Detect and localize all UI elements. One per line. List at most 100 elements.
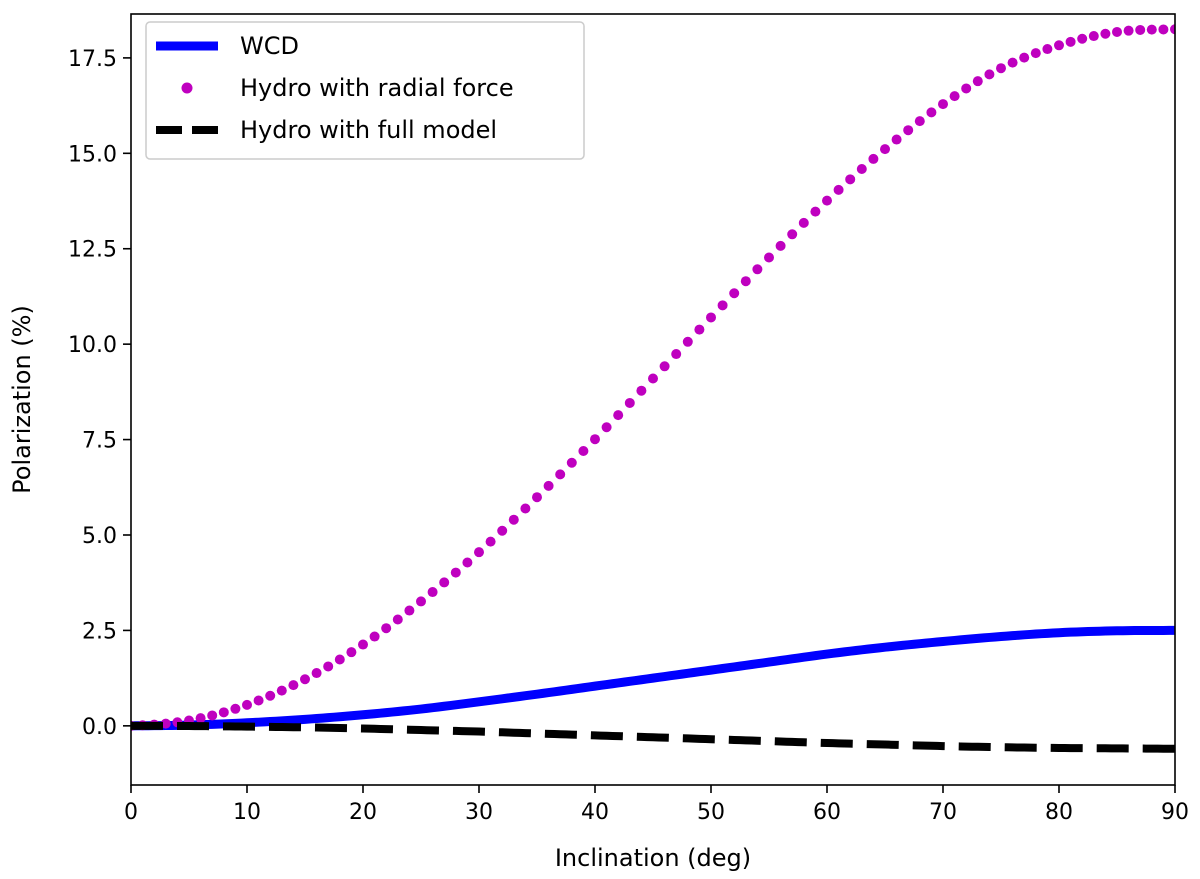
data-point bbox=[903, 125, 914, 136]
data-point bbox=[659, 361, 670, 372]
data-point bbox=[242, 699, 252, 710]
data-point bbox=[694, 324, 705, 335]
legend: WCD Hydro with radial force Hydro with ful… bbox=[145, 21, 585, 160]
data-point bbox=[543, 480, 554, 491]
data-point bbox=[636, 385, 647, 396]
legend-marker-hydro-with-radial-force bbox=[181, 82, 193, 94]
data-point bbox=[300, 674, 310, 685]
x-tick-label: 80 bbox=[1045, 800, 1073, 825]
data-point bbox=[613, 410, 624, 421]
x-tick-label: 40 bbox=[581, 800, 609, 825]
x-axis-label: Inclination (deg) bbox=[555, 844, 751, 872]
data-point bbox=[1065, 36, 1076, 47]
series-line bbox=[131, 721, 1175, 753]
data-point bbox=[381, 623, 392, 634]
data-point bbox=[1054, 40, 1064, 51]
data-point bbox=[474, 547, 484, 558]
data-point bbox=[868, 153, 879, 164]
data-point bbox=[230, 703, 241, 714]
data-point bbox=[740, 276, 751, 287]
data-point bbox=[532, 492, 542, 503]
data-point bbox=[648, 373, 658, 384]
data-point bbox=[485, 536, 496, 547]
data-point bbox=[555, 469, 566, 480]
data-point bbox=[288, 680, 299, 691]
data-point bbox=[207, 710, 218, 721]
legend-label-hydro-with-full-model: Hydro with full model bbox=[240, 116, 497, 144]
data-point bbox=[1030, 48, 1041, 59]
data-point bbox=[671, 349, 682, 360]
data-point bbox=[160, 718, 171, 729]
data-point bbox=[276, 685, 287, 696]
data-point bbox=[1146, 24, 1157, 35]
data-point bbox=[845, 174, 856, 185]
data-point bbox=[972, 76, 983, 87]
data-point bbox=[253, 695, 264, 706]
axes-frame bbox=[130, 13, 1176, 786]
data-point bbox=[450, 567, 461, 578]
data-point bbox=[462, 557, 473, 568]
data-point bbox=[914, 116, 925, 127]
data-point bbox=[590, 434, 600, 445]
data-point bbox=[926, 107, 937, 118]
data-point bbox=[798, 217, 809, 228]
y-tick-label: 10.0 bbox=[68, 333, 117, 358]
x-tick-label: 50 bbox=[697, 800, 725, 825]
y-tick-label: 17.5 bbox=[68, 47, 117, 72]
data-point bbox=[358, 639, 368, 650]
data-point bbox=[1007, 57, 1018, 68]
y-tick-label: 0.0 bbox=[82, 715, 117, 740]
data-point bbox=[520, 503, 531, 514]
data-point bbox=[1019, 52, 1030, 63]
data-point bbox=[1088, 31, 1099, 42]
data-point bbox=[1158, 24, 1169, 35]
series-line bbox=[131, 625, 1175, 731]
data-point bbox=[218, 707, 229, 718]
data-point bbox=[1077, 33, 1088, 44]
x-tick-label: 10 bbox=[233, 800, 261, 825]
x-tick-label: 90 bbox=[1161, 800, 1189, 825]
x-tick-label: 0 bbox=[124, 800, 138, 825]
plot-area bbox=[131, 24, 1175, 753]
data-point bbox=[497, 525, 508, 536]
data-point bbox=[949, 91, 960, 102]
data-point bbox=[984, 69, 995, 80]
legend-label-wcd: WCD bbox=[240, 32, 299, 60]
data-point bbox=[961, 83, 972, 94]
data-point bbox=[346, 647, 357, 658]
data-point bbox=[311, 668, 322, 679]
data-point bbox=[404, 605, 415, 616]
y-axis-label: Polarization (%) bbox=[8, 305, 36, 494]
data-point bbox=[416, 596, 426, 607]
data-point bbox=[833, 184, 844, 195]
series-wcd bbox=[131, 625, 1175, 731]
y-tick-label: 7.5 bbox=[82, 429, 117, 454]
x-tick-label: 20 bbox=[349, 800, 377, 825]
data-point bbox=[996, 63, 1006, 74]
data-point bbox=[717, 300, 728, 311]
data-point bbox=[195, 713, 206, 724]
data-point bbox=[729, 288, 740, 299]
data-point bbox=[938, 99, 948, 110]
data-point bbox=[706, 312, 716, 323]
data-point bbox=[578, 446, 589, 457]
y-tick-label: 12.5 bbox=[68, 238, 117, 263]
legend-label-hydro-with-radial-force: Hydro with radial force bbox=[240, 74, 514, 102]
series-hydro-with-radial-force bbox=[131, 24, 1175, 731]
data-point bbox=[810, 206, 821, 217]
data-point bbox=[1170, 24, 1175, 35]
data-point bbox=[682, 336, 693, 347]
data-point bbox=[323, 661, 334, 672]
x-tick-label: 70 bbox=[929, 800, 957, 825]
x-tick-label: 60 bbox=[813, 800, 841, 825]
data-point bbox=[1135, 24, 1146, 35]
data-point bbox=[775, 240, 786, 251]
data-point bbox=[427, 587, 438, 598]
series-hydro-with-full-model bbox=[131, 721, 1175, 753]
data-point bbox=[624, 397, 635, 408]
data-point bbox=[1123, 25, 1134, 36]
data-point bbox=[891, 134, 902, 145]
data-point bbox=[856, 164, 867, 174]
data-point bbox=[752, 264, 763, 275]
